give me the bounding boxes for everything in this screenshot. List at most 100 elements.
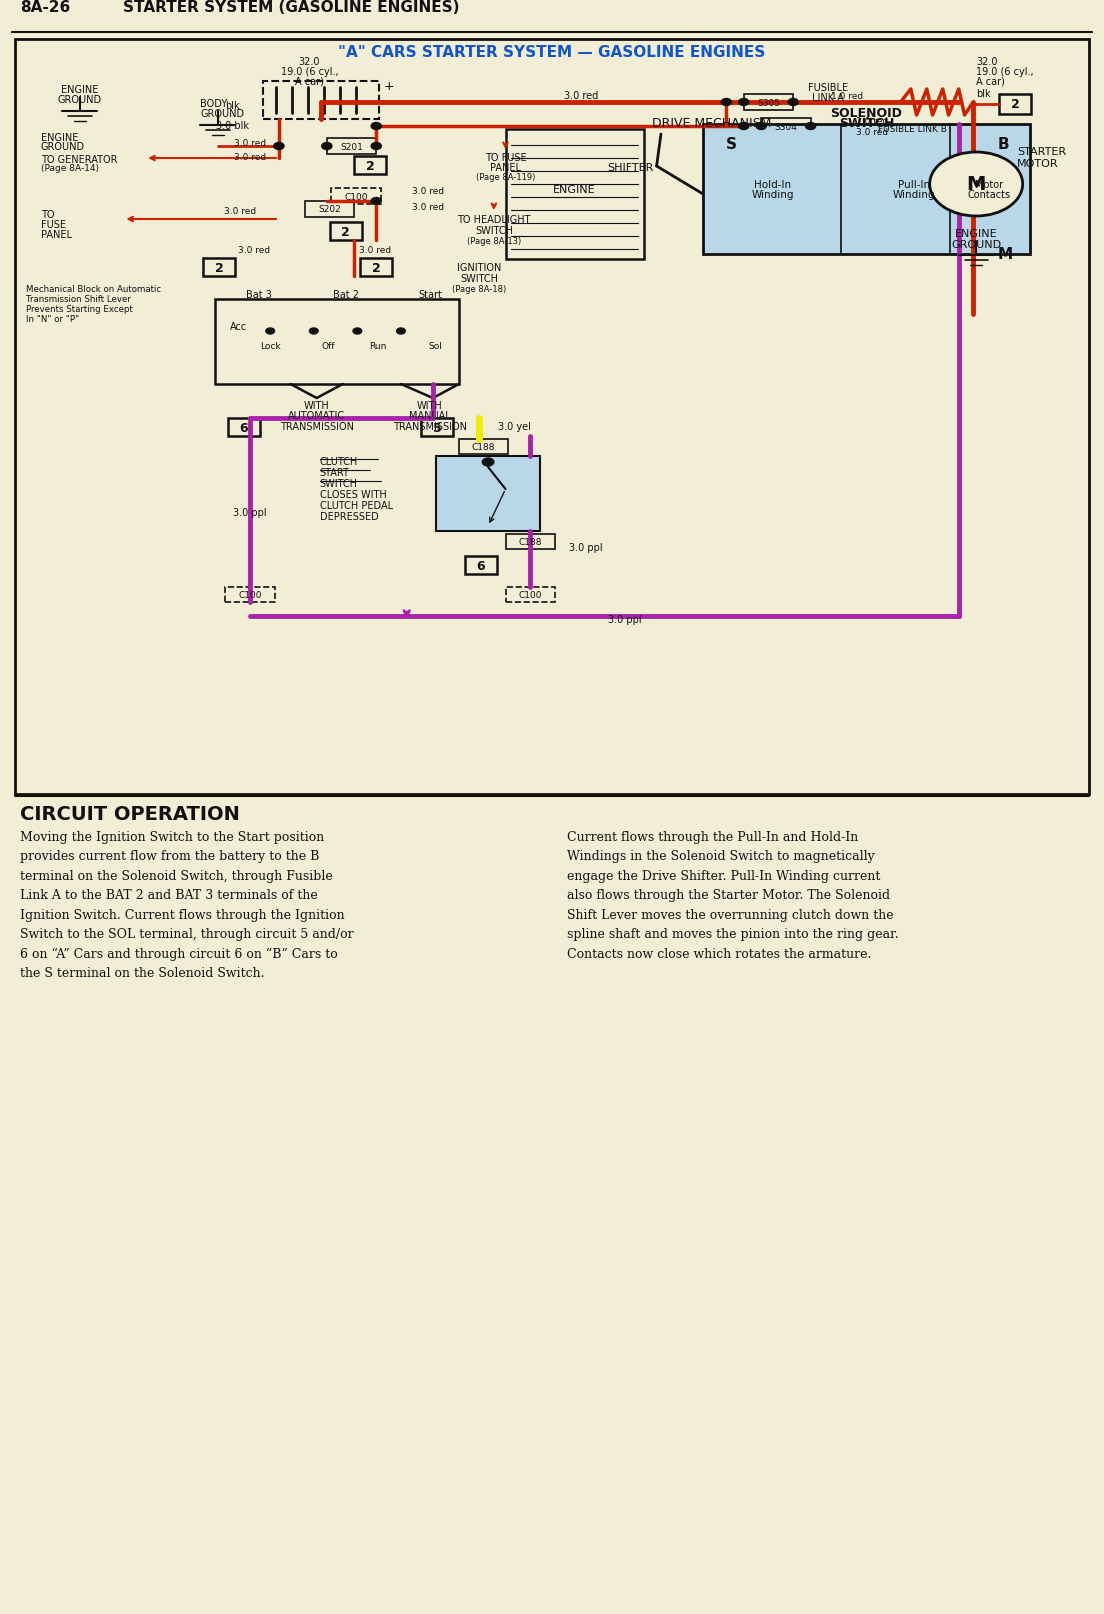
Bar [203,258,235,278]
Text: 2: 2 [372,261,381,274]
Text: FUSIBLE: FUSIBLE [808,82,848,94]
Text: 5: 5 [433,421,442,434]
Text: 3.0 red: 3.0 red [413,187,445,195]
Bar [354,157,386,174]
Text: TO FUSE: TO FUSE [485,153,527,163]
Text: provides current flow from the battery to the B: provides current flow from the battery t… [20,851,320,863]
Text: IGNITION: IGNITION [457,263,501,273]
Bar [422,418,454,437]
Text: 2: 2 [367,160,374,173]
Text: 19.0 (6 cyl.,: 19.0 (6 cyl., [976,66,1033,77]
Bar [703,124,1030,255]
Text: 3.0 red: 3.0 red [234,153,266,161]
Text: Mechanical Block on Automatic: Mechanical Block on Automatic [26,284,161,294]
Text: terminal on the Solenoid Switch, through Fusible: terminal on the Solenoid Switch, through… [20,870,333,883]
Text: DRIVE MECHANISM: DRIVE MECHANISM [652,116,772,129]
Text: 6: 6 [477,558,485,571]
Bar [506,129,644,260]
Circle shape [371,123,381,131]
Text: AUTOMATIC: AUTOMATIC [288,410,346,421]
Text: TO GENERATOR: TO GENERATOR [41,155,117,165]
Text: SWITCH: SWITCH [319,479,358,489]
Text: In "N" or "P": In "N" or "P" [26,315,79,324]
Text: Pull-In: Pull-In [898,179,930,190]
Text: 2: 2 [215,261,224,274]
Text: the S terminal on the Solenoid Switch.: the S terminal on the Solenoid Switch. [20,967,265,980]
Text: (Page 8A-13): (Page 8A-13) [467,237,521,245]
Text: Run: Run [369,342,386,350]
Bar [436,457,540,531]
Text: Contacts: Contacts [968,190,1011,200]
Text: (Page 8A-18): (Page 8A-18) [453,284,507,294]
Text: START: START [319,468,350,478]
Text: C100: C100 [519,591,542,600]
Text: STARTER: STARTER [1017,147,1066,157]
Circle shape [309,329,318,334]
Circle shape [788,100,798,107]
Text: TO HEADLIGHT: TO HEADLIGHT [457,215,531,224]
Text: SWITCH: SWITCH [839,116,894,129]
Text: 3.0 ppl: 3.0 ppl [608,615,641,625]
Circle shape [371,199,381,205]
Text: 3.0 ppl: 3.0 ppl [570,542,603,552]
Text: GROUND: GROUND [41,142,85,152]
Text: CIRCUIT OPERATION: CIRCUIT OPERATION [20,804,241,823]
Circle shape [371,144,381,150]
Text: CLUTCH PEDAL: CLUTCH PEDAL [319,500,393,510]
Text: S305: S305 [757,98,779,108]
Text: CLUTCH: CLUTCH [319,457,358,466]
Text: GROUND: GROUND [201,108,245,119]
Text: TRANSMISSION: TRANSMISSION [279,421,353,431]
Circle shape [756,123,766,131]
Text: 3.0 red: 3.0 red [238,245,270,255]
Text: Bat 2: Bat 2 [332,291,359,300]
Text: PANEL: PANEL [490,163,521,173]
Text: MOTOR: MOTOR [1017,158,1059,169]
Bar [999,95,1031,115]
Text: Transmission Shift Lever: Transmission Shift Lever [26,295,131,303]
Text: "A" CARS STARTER SYSTEM — GASOLINE ENGINES: "A" CARS STARTER SYSTEM — GASOLINE ENGIN… [338,45,766,60]
Text: DEPRESSED: DEPRESSED [319,512,379,521]
Bar [761,119,810,136]
Circle shape [353,329,362,334]
Text: PANEL: PANEL [41,229,72,240]
Text: S304: S304 [774,123,797,131]
Circle shape [321,144,332,150]
Text: C188: C188 [519,537,542,547]
Text: S201: S201 [340,142,363,152]
Bar [215,300,459,384]
Text: ENGINE: ENGINE [61,86,98,95]
Bar [305,202,354,218]
Text: Current flows through the Pull-In and Hold-In: Current flows through the Pull-In and Ho… [566,831,858,844]
Text: 3.0 red: 3.0 red [413,203,445,211]
Text: Bat 3: Bat 3 [245,291,272,300]
Text: (Page 8A-119): (Page 8A-119) [476,173,535,182]
Text: 8A-26: 8A-26 [20,0,71,15]
Text: Prevents Starting Except: Prevents Starting Except [26,305,132,313]
Text: Winding: Winding [892,190,935,200]
Text: C188: C188 [473,442,496,452]
Text: TRANSMISSION: TRANSMISSION [393,421,467,431]
Circle shape [930,153,1022,216]
Text: 3.0 ppl: 3.0 ppl [233,508,267,518]
Text: WITH: WITH [417,400,443,410]
Text: Contacts now close which rotates the armature.: Contacts now close which rotates the arm… [566,947,871,960]
Text: Moving the Ignition Switch to the Start position: Moving the Ignition Switch to the Start … [20,831,325,844]
Text: 3.0 red: 3.0 red [224,207,256,216]
Text: (Page 8A-14): (Page 8A-14) [41,165,98,173]
Text: 19.0 (6 cyl.,: 19.0 (6 cyl., [280,66,338,77]
Bar [263,82,379,119]
Text: BODY: BODY [201,98,227,108]
Bar [327,139,376,155]
Text: 2: 2 [1011,98,1020,111]
Text: blk: blk [225,102,240,111]
Circle shape [482,458,493,466]
Text: Winding: Winding [752,190,794,200]
Text: 3.0 yel: 3.0 yel [498,421,531,431]
Text: M: M [966,176,986,194]
Bar [225,587,275,602]
Circle shape [266,329,275,334]
Text: 1.0 red: 1.0 red [831,92,863,102]
Text: M: M [998,247,1013,261]
Circle shape [806,123,816,131]
